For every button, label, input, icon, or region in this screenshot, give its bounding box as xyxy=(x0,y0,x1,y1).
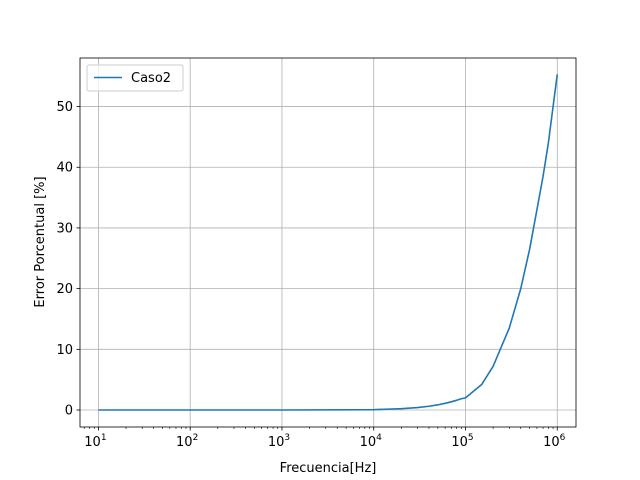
legend-label-caso2: Caso2 xyxy=(131,71,171,86)
y-tick-label: 20 xyxy=(56,282,73,297)
x-axis-ticks: 101 102 103 104 105 106 xyxy=(84,427,566,450)
series-layer xyxy=(98,74,559,411)
legend-box xyxy=(86,64,184,92)
x-axis-label: Frecuencia[Hz] xyxy=(280,461,377,476)
x-tick-label: 106 xyxy=(543,433,566,450)
y-axis-ticks: 0 10 20 30 40 50 xyxy=(56,100,80,419)
y-tick-label: 40 xyxy=(56,161,73,176)
plot-frame xyxy=(79,57,577,428)
x-tick-label: 101 xyxy=(84,433,106,450)
y-axis-label: Error Porcentual [%] xyxy=(33,176,48,307)
x-tick-label: 105 xyxy=(451,433,473,450)
series-line-caso2 xyxy=(98,74,559,411)
y-tick-label: 10 xyxy=(56,343,73,358)
x-tick-label: 102 xyxy=(176,433,198,450)
y-tick-label: 0 xyxy=(65,404,73,419)
y-tick-label: 30 xyxy=(56,221,73,236)
grid xyxy=(80,58,576,427)
legend: Caso2 xyxy=(86,64,184,92)
x-tick-label: 104 xyxy=(360,433,383,450)
x-tick-label: 103 xyxy=(268,433,290,450)
y-tick-label: 50 xyxy=(56,100,73,115)
minor-ticks xyxy=(83,427,554,429)
